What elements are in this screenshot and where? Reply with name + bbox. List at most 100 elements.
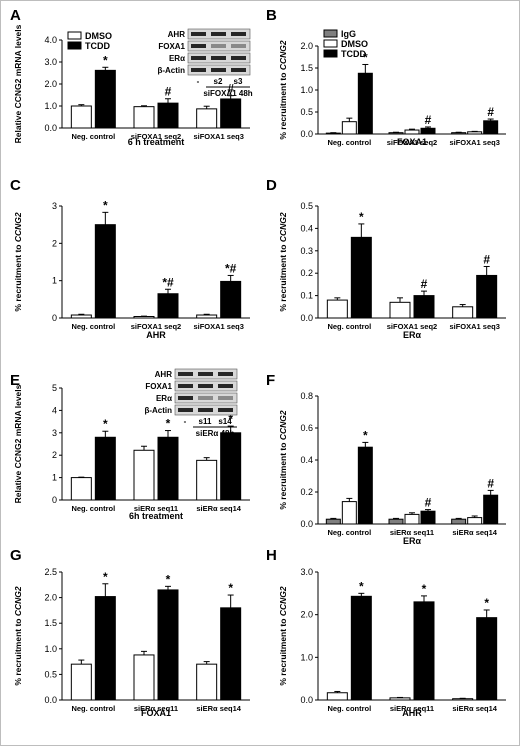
blot-band (178, 384, 193, 388)
bar-tcdd (420, 510, 436, 525)
category-label: siERα seq11 (134, 504, 178, 513)
blot-band (211, 68, 226, 72)
bar-dmso (326, 299, 348, 319)
significance-mark: * (359, 210, 364, 224)
significance-mark: * (359, 579, 364, 593)
bar-igg (325, 518, 341, 525)
blot-band (191, 44, 206, 48)
chart-panel-g: G 0.0 0.5 1.0 1.5 2.0 2.5 % recruitment to CCNG… (10, 547, 250, 718)
y-axis-label: Relative CCNG2 mRNA levels (13, 384, 23, 503)
legend-swatch-tcdd (67, 41, 82, 50)
legend-swatch-dmso (323, 39, 338, 48)
y-axis-label: % recruitment to CCNG2 (278, 410, 288, 509)
bar-tcdd (157, 102, 179, 129)
significance-mark: # (425, 113, 432, 127)
x-axis-label: FOXA1 (141, 708, 171, 718)
bar-tcdd (94, 69, 116, 129)
bar-igg (388, 132, 404, 135)
bar-dmso (70, 477, 92, 501)
panel-label: F (266, 372, 275, 389)
chart-panel-h: H 0.0 1.0 2.0 3.0 % recruitment to CCNG2 AHR Ne… (266, 547, 506, 718)
blot-band (198, 372, 213, 376)
bar-dmso (389, 697, 411, 701)
bar-tcdd (350, 236, 372, 319)
y-axis-label: % recruitment to CCNG2 (278, 586, 288, 685)
panel-label: D (266, 177, 277, 194)
bar-dmso (70, 105, 92, 129)
bar-tcdd (350, 595, 372, 701)
blot-row-label: AHR (155, 370, 173, 379)
x-axis-label: FOXA1 (397, 137, 427, 147)
blot-row-label: ERα (156, 394, 172, 403)
y-tick-label: 1.0 (300, 652, 313, 662)
y-tick-label: 2 (52, 238, 57, 248)
bar-dmso (196, 459, 218, 501)
significance-mark: * (166, 417, 171, 431)
y-tick-label: 4.0 (44, 35, 57, 45)
category-label: siFOXA1 seq2 (131, 322, 181, 331)
y-tick-label: 0.5 (44, 669, 57, 679)
y-tick-label: 3 (52, 201, 57, 211)
y-tick-label: 5 (52, 383, 57, 393)
category-label: siERα seq14 (196, 504, 241, 513)
bar-igg (325, 132, 341, 135)
panel-label: H (266, 547, 277, 564)
blot-band (218, 384, 233, 388)
blot-caption: siERα 48h (196, 429, 235, 438)
bar-tcdd (420, 127, 436, 135)
bar-tcdd (220, 607, 242, 701)
blot-caption: siFOXA1 48h (203, 89, 252, 98)
category-label: siERα seq11 (134, 704, 178, 713)
y-axis-label: % recruitment to CCNG2 (13, 586, 23, 685)
panel-label: B (266, 7, 277, 24)
y-tick-label: 0.5 (300, 107, 313, 117)
y-tick-label: 0.0 (300, 519, 313, 529)
bar-igg (451, 132, 467, 135)
bar-dmso (133, 316, 155, 319)
y-tick-label: 4 (52, 405, 57, 415)
chart-panel-e: E 0 1 2 3 4 5 Relative CCNG2 mRNA levels 6h trea… (10, 368, 250, 521)
blot-band (198, 384, 213, 388)
panel-label: A (10, 7, 21, 24)
bar-dmso (467, 131, 483, 135)
blot-row-label: AHR (168, 30, 186, 39)
blot-band (191, 68, 206, 72)
panel-label: C (10, 177, 21, 194)
category-label: siFOXA1 seq3 (193, 322, 243, 331)
x-axis-label: AHR (402, 708, 422, 718)
category-label: siERα seq11 (390, 704, 434, 713)
bar-dmso (452, 306, 474, 319)
blot-band (198, 396, 213, 400)
bar-tcdd (157, 589, 179, 701)
bar-tcdd (94, 596, 116, 701)
y-tick-label: 0.3 (300, 246, 313, 256)
significance-mark: # (483, 252, 490, 266)
bar-dmso (404, 129, 420, 135)
y-tick-label: 0 (52, 495, 57, 505)
blot-band (231, 56, 246, 60)
y-tick-label: 0.5 (300, 201, 313, 211)
legend-swatch-tcdd (323, 49, 338, 58)
x-axis-label: ERα (403, 536, 422, 546)
blot-band (178, 408, 193, 412)
blot-band (231, 68, 246, 72)
significance-mark: * (363, 50, 368, 64)
chart-panel-f: F 0.0 0.2 0.4 0.6 0.8 % recruitment to CCNG2 ER… (266, 372, 506, 546)
significance-mark: # (425, 496, 432, 510)
y-tick-label: 0.6 (300, 423, 313, 433)
blot-band (231, 32, 246, 36)
blot-band (218, 372, 233, 376)
blot-band (211, 32, 226, 36)
y-tick-label: 1.0 (44, 101, 57, 111)
y-tick-label: 0.2 (300, 487, 313, 497)
significance-mark: # (487, 476, 494, 490)
y-tick-label: 3.0 (44, 57, 57, 67)
significance-mark: * (103, 570, 108, 584)
category-label: siERα seq14 (452, 528, 497, 537)
legend-swatch-dmso (67, 31, 82, 40)
blot-band (178, 396, 193, 400)
significance-mark: * (363, 428, 368, 442)
y-tick-label: 2.0 (44, 79, 57, 89)
y-axis-label: % recruitment to CCNG2 (278, 212, 288, 311)
